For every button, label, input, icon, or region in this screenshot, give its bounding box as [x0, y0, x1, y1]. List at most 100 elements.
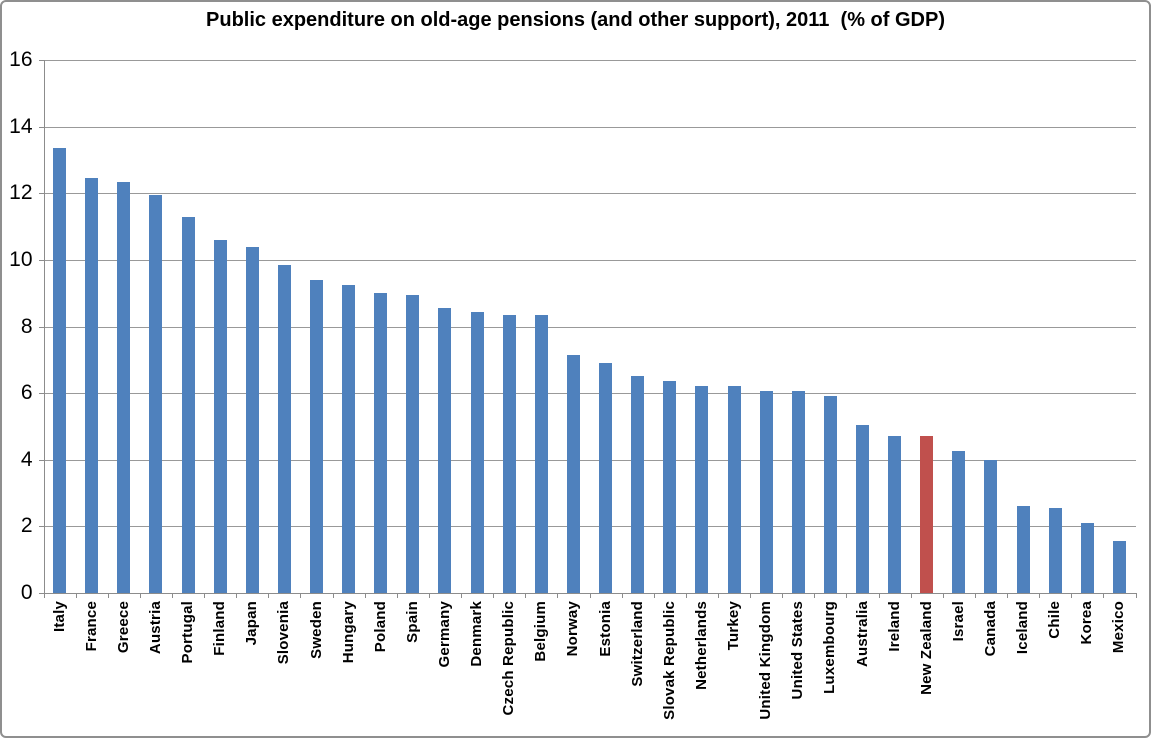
gridline-4 [43, 459, 1136, 461]
x-axis-label-italy: Italy [50, 601, 68, 633]
x-axis-label-slovenia: Slovenia [275, 601, 293, 665]
x-axis-label-iceland: Iceland [1014, 601, 1032, 655]
y-axis-tick-mark [38, 326, 44, 328]
y-axis-tick-mark [38, 193, 44, 195]
bar-spain [406, 294, 420, 593]
x-axis-tick-mark [814, 593, 816, 598]
x-axis-tick-mark [974, 593, 976, 598]
x-axis-tick-mark [878, 593, 880, 598]
x-axis-label-japan: Japan [243, 601, 261, 646]
x-axis-label-sweden: Sweden [307, 601, 325, 659]
gridline-14 [43, 126, 1136, 128]
x-axis-tick-mark [364, 593, 366, 598]
bar-iceland [1016, 506, 1030, 593]
x-axis-tick-mark [1007, 593, 1009, 598]
x-axis-tick-mark [942, 593, 944, 598]
bar-chile [1048, 508, 1062, 593]
x-axis-label-netherlands: Netherlands [692, 601, 710, 690]
bar-new-zealand [920, 436, 934, 593]
bar-switzerland [631, 376, 645, 593]
bar-slovak-republic [663, 381, 677, 593]
x-axis-tick-mark [685, 593, 687, 598]
x-axis-tick-mark [493, 593, 495, 598]
x-axis-label-canada: Canada [981, 601, 999, 657]
x-axis-tick-mark [557, 593, 559, 598]
x-axis-label-turkey: Turkey [725, 601, 743, 651]
x-axis-tick-mark [139, 593, 141, 598]
x-axis-tick-mark [332, 593, 334, 598]
y-axis-tick-mark [38, 393, 44, 395]
bar-united-states [791, 391, 805, 593]
bar-austria [149, 194, 163, 593]
bar-denmark [470, 311, 484, 593]
bar-luxembourg [823, 396, 837, 593]
x-axis-tick-mark [653, 593, 655, 598]
x-axis-label-chile: Chile [1046, 601, 1064, 639]
y-axis-tick-mark [38, 126, 44, 128]
x-axis-tick-mark [461, 593, 463, 598]
x-axis-tick-mark [589, 593, 591, 598]
y-axis-label: 10 [9, 247, 33, 271]
y-axis-tick-mark [38, 60, 44, 61]
bar-japan [245, 246, 259, 593]
x-axis-tick-mark [396, 593, 398, 598]
y-axis-label: 8 [20, 314, 33, 338]
x-axis-tick-mark [1071, 593, 1073, 598]
bar-australia [856, 424, 869, 593]
x-axis-label-ireland: Ireland [885, 601, 903, 652]
x-axis-label-belgium: Belgium [532, 601, 550, 662]
x-axis-label-spain: Spain [403, 601, 421, 643]
x-axis-label-slovak-republic: Slovak Republic [660, 601, 678, 720]
x-axis-label-finland: Finland [211, 601, 229, 656]
x-axis-tick-mark [268, 593, 270, 598]
x-axis-label-denmark: Denmark [468, 601, 486, 667]
x-axis-tick-mark [1039, 593, 1041, 598]
x-axis-label-hungary: Hungary [339, 601, 357, 664]
x-axis-tick-mark [236, 593, 238, 598]
bar-portugal [181, 216, 195, 593]
x-axis-label-czech-republic: Czech Republic [500, 601, 518, 716]
gridline-16 [43, 60, 1136, 61]
gridline-6 [43, 393, 1136, 395]
bar-czech-republic [502, 314, 516, 593]
gridline-8 [43, 326, 1136, 328]
x-axis-tick-mark [621, 593, 623, 598]
gridline-2 [43, 526, 1136, 528]
bar-france [85, 178, 99, 593]
x-axis-tick-mark [525, 593, 527, 598]
x-axis-label-luxembourg: Luxembourg [821, 601, 839, 694]
gridline-12 [43, 193, 1136, 195]
x-axis-label-mexico: Mexico [1110, 601, 1128, 654]
x-axis-label-germany: Germany [435, 601, 453, 668]
y-axis-label: 4 [20, 447, 33, 471]
x-axis-label-estonia: Estonia [596, 601, 614, 657]
y-axis-label: 0 [20, 581, 33, 604]
x-axis-label-new-zealand: New Zealand [917, 601, 935, 695]
x-axis-tick-mark [1103, 593, 1105, 598]
bar-germany [438, 308, 452, 593]
x-axis-label-australia: Australia [853, 601, 871, 667]
x-axis-tick-mark [171, 593, 173, 598]
x-axis-label-israel: Israel [949, 601, 967, 642]
x-axis-label-austria: Austria [146, 601, 164, 655]
bar-poland [374, 293, 388, 593]
x-axis-label-korea: Korea [1078, 601, 1096, 645]
x-axis-label-switzerland: Switzerland [628, 601, 646, 687]
x-axis-label-poland: Poland [371, 601, 389, 653]
bar-finland [213, 239, 227, 593]
y-axis-line [43, 60, 45, 593]
x-axis-label-united-kingdom: United Kingdom [757, 601, 775, 720]
x-axis-tick-mark [717, 593, 719, 598]
y-axis-tick-mark [38, 459, 44, 461]
bar-greece [117, 181, 131, 593]
bar-canada [984, 459, 998, 593]
x-axis-label-france: France [82, 601, 100, 652]
x-axis-label-norway: Norway [564, 601, 582, 657]
x-axis-tick-mark [846, 593, 848, 598]
y-axis-label: 16 [9, 48, 33, 71]
x-axis-tick-mark [750, 593, 752, 598]
x-axis-tick-mark [782, 593, 784, 598]
y-axis-label: 2 [20, 514, 33, 538]
x-axis-tick-mark [910, 593, 912, 598]
bar-italy [53, 148, 67, 593]
